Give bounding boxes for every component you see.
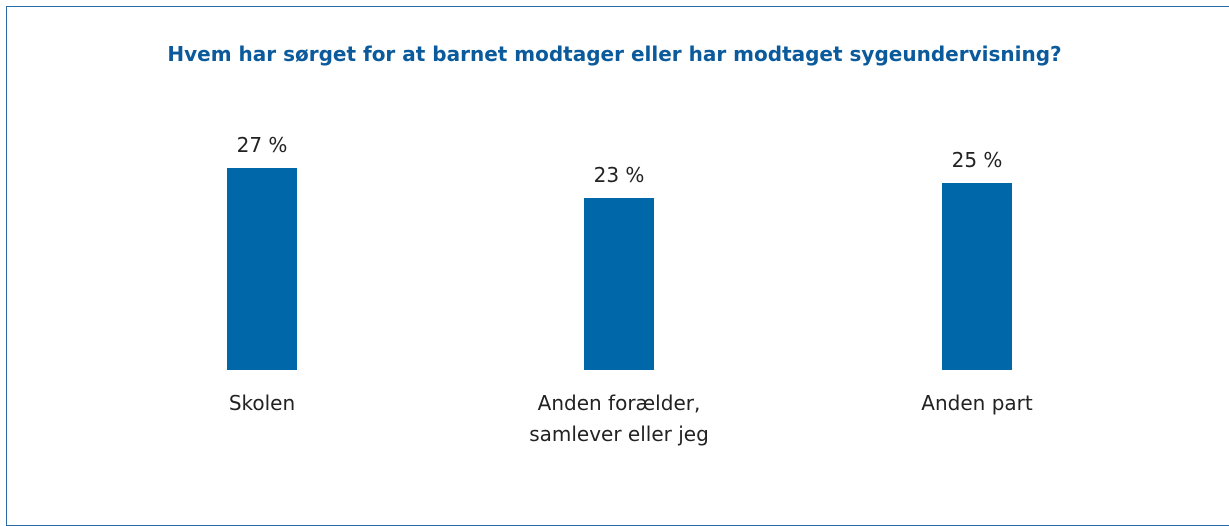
bar [584, 197, 654, 370]
bar [942, 182, 1012, 370]
value-label: 25 % [951, 147, 1003, 172]
page: Hvem har sørget for at barnet modtager e… [6, 6, 1229, 526]
chart-title: Hvem har sørget for at barnet modtager e… [167, 42, 1062, 66]
value-label: 27 % [236, 132, 288, 157]
value-label: 23 % [593, 162, 645, 187]
category-label: Anden part [921, 391, 1033, 415]
category-label: Anden forælder, samlever eller jeg [529, 391, 709, 446]
bar [227, 167, 297, 370]
category-label: Skolen [228, 391, 296, 415]
